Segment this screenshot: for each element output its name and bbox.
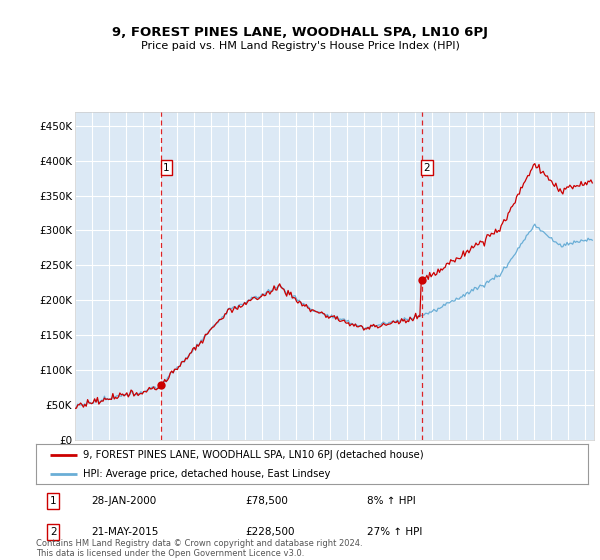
- Text: £78,500: £78,500: [246, 496, 289, 506]
- Text: 28-JAN-2000: 28-JAN-2000: [91, 496, 157, 506]
- Text: 8% ↑ HPI: 8% ↑ HPI: [367, 496, 416, 506]
- Text: Contains HM Land Registry data © Crown copyright and database right 2024.
This d: Contains HM Land Registry data © Crown c…: [36, 539, 362, 558]
- Text: 1: 1: [163, 163, 170, 173]
- Text: 9, FOREST PINES LANE, WOODHALL SPA, LN10 6PJ (detached house): 9, FOREST PINES LANE, WOODHALL SPA, LN10…: [83, 450, 424, 460]
- Text: 2: 2: [50, 527, 56, 537]
- Text: HPI: Average price, detached house, East Lindsey: HPI: Average price, detached house, East…: [83, 469, 330, 479]
- Text: 2: 2: [424, 163, 430, 173]
- Text: 1: 1: [50, 496, 56, 506]
- Text: 9, FOREST PINES LANE, WOODHALL SPA, LN10 6PJ: 9, FOREST PINES LANE, WOODHALL SPA, LN10…: [112, 26, 488, 39]
- Text: £228,500: £228,500: [246, 527, 295, 537]
- Text: 27% ↑ HPI: 27% ↑ HPI: [367, 527, 422, 537]
- Text: 21-MAY-2015: 21-MAY-2015: [91, 527, 158, 537]
- Text: Price paid vs. HM Land Registry's House Price Index (HPI): Price paid vs. HM Land Registry's House …: [140, 41, 460, 51]
